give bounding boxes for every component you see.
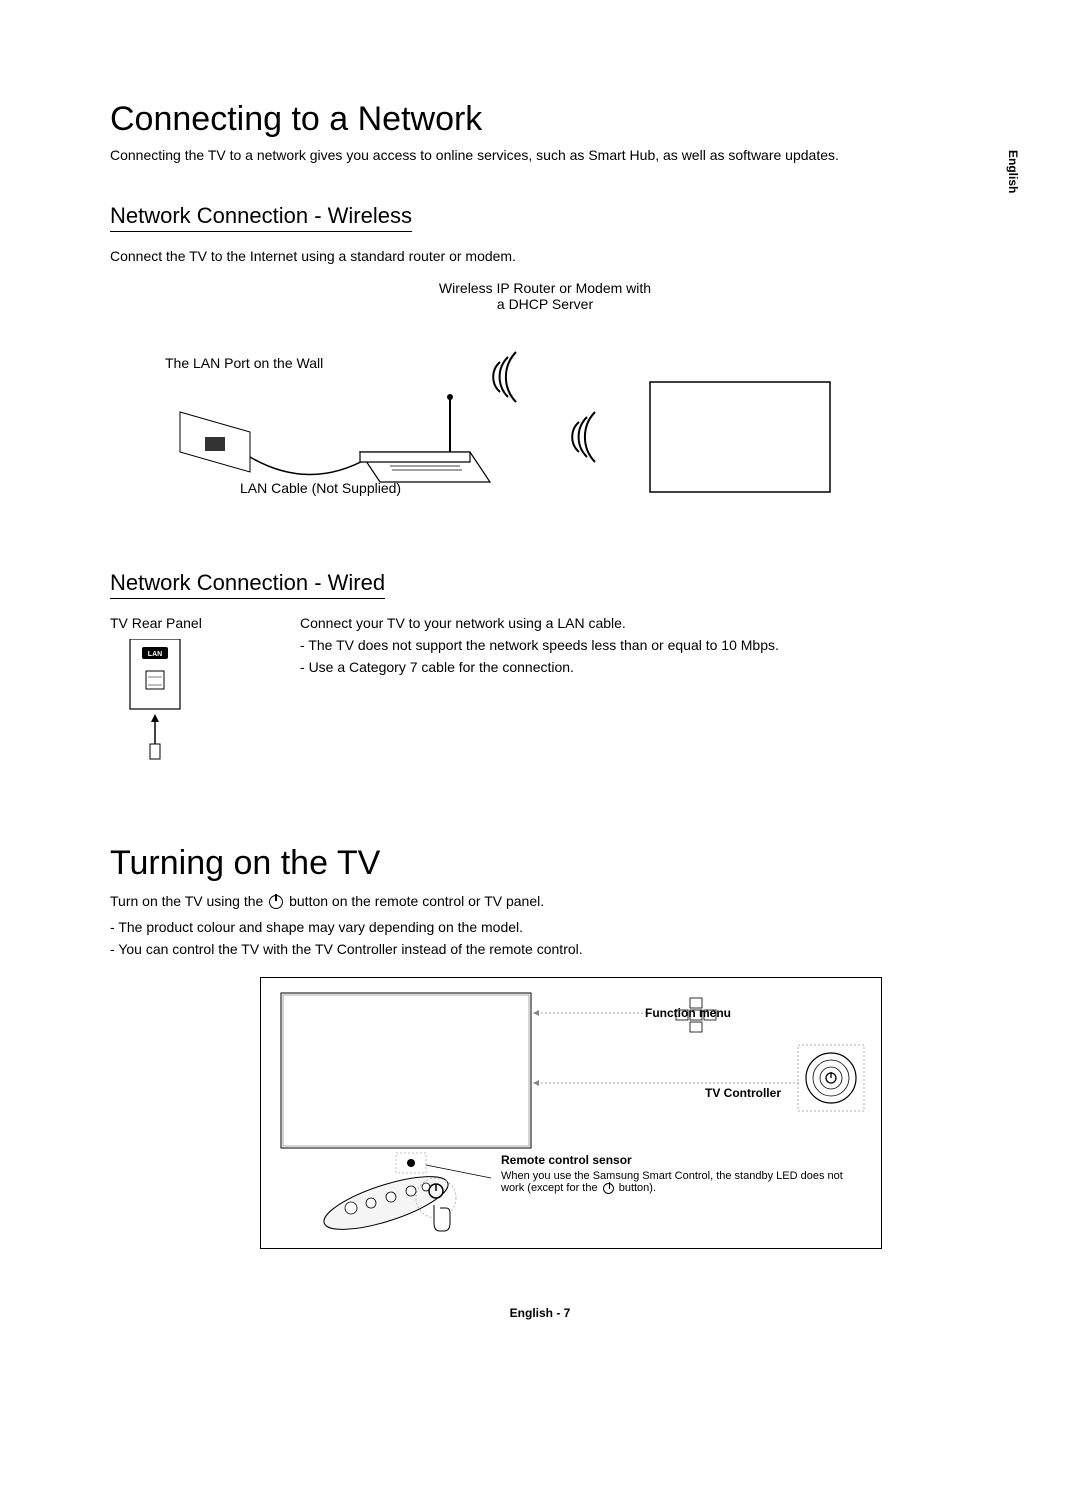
heading-connecting-network: Connecting to a Network bbox=[110, 100, 980, 139]
turn-bullet-1: The product colour and shape may vary de… bbox=[110, 919, 980, 935]
tv-controller-label: TV Controller bbox=[705, 1086, 781, 1100]
wall-port-label: The LAN Port on the Wall bbox=[165, 355, 323, 371]
rear-panel-label: TV Rear Panel bbox=[110, 615, 270, 631]
router-label-line1: Wireless IP Router or Modem with bbox=[439, 280, 651, 296]
router-label-line2: a DHCP Server bbox=[497, 296, 593, 312]
sensor-text-pre: When you use the Samsung Smart Control, … bbox=[501, 1170, 843, 1194]
tv-diagram: Function menu TV Controller Remote contr… bbox=[260, 977, 882, 1249]
power-icon bbox=[269, 895, 283, 909]
wired-bullet-1: The TV does not support the network spee… bbox=[300, 637, 980, 653]
wired-bullet-2: Use a Category 7 cable for the connectio… bbox=[300, 659, 980, 675]
tv-diagram-svg bbox=[261, 978, 881, 1248]
wireless-diagram: Wireless IP Router or Modem with a DHCP … bbox=[110, 280, 980, 520]
lan-cable-label: LAN Cable (Not Supplied) bbox=[240, 480, 401, 496]
sensor-text-post: button). bbox=[616, 1182, 656, 1194]
router-label: Wireless IP Router or Modem with a DHCP … bbox=[110, 280, 980, 312]
svg-text:LAN: LAN bbox=[148, 651, 162, 658]
heading-turning-on: Turning on the TV bbox=[110, 844, 980, 883]
wired-text-column: Connect your TV to your network using a … bbox=[300, 615, 980, 774]
wireless-subtext: Connect the TV to the Internet using a s… bbox=[110, 248, 980, 264]
language-tab: English bbox=[1006, 150, 1020, 193]
lan-port-svg: LAN bbox=[110, 639, 200, 769]
heading-wireless: Network Connection - Wireless bbox=[110, 203, 412, 232]
page-footer: English - 7 bbox=[0, 1306, 1080, 1320]
turn-bullet-2: You can control the TV with the TV Contr… bbox=[110, 941, 980, 957]
rear-panel-column: TV Rear Panel LAN bbox=[110, 615, 270, 774]
document-page: English Connecting to a Network Connecti… bbox=[0, 0, 1080, 1350]
heading-wired: Network Connection - Wired bbox=[110, 570, 385, 599]
function-menu-label: Function menu bbox=[645, 1006, 731, 1020]
wired-intro: Connect your TV to your network using a … bbox=[300, 615, 980, 631]
wireless-diagram-svg bbox=[110, 322, 870, 522]
sensor-block: Remote control sensor When you use the S… bbox=[501, 1153, 861, 1194]
intro-paragraph: Connecting the TV to a network gives you… bbox=[110, 147, 980, 163]
sensor-text: When you use the Samsung Smart Control, … bbox=[501, 1170, 861, 1194]
turn-intro-post: button on the remote control or TV panel… bbox=[285, 893, 544, 909]
turning-intro: Turn on the TV using the button on the r… bbox=[110, 893, 980, 909]
power-icon-small bbox=[603, 1183, 614, 1194]
sensor-title: Remote control sensor bbox=[501, 1153, 861, 1167]
turn-intro-pre: Turn on the TV using the bbox=[110, 893, 267, 909]
